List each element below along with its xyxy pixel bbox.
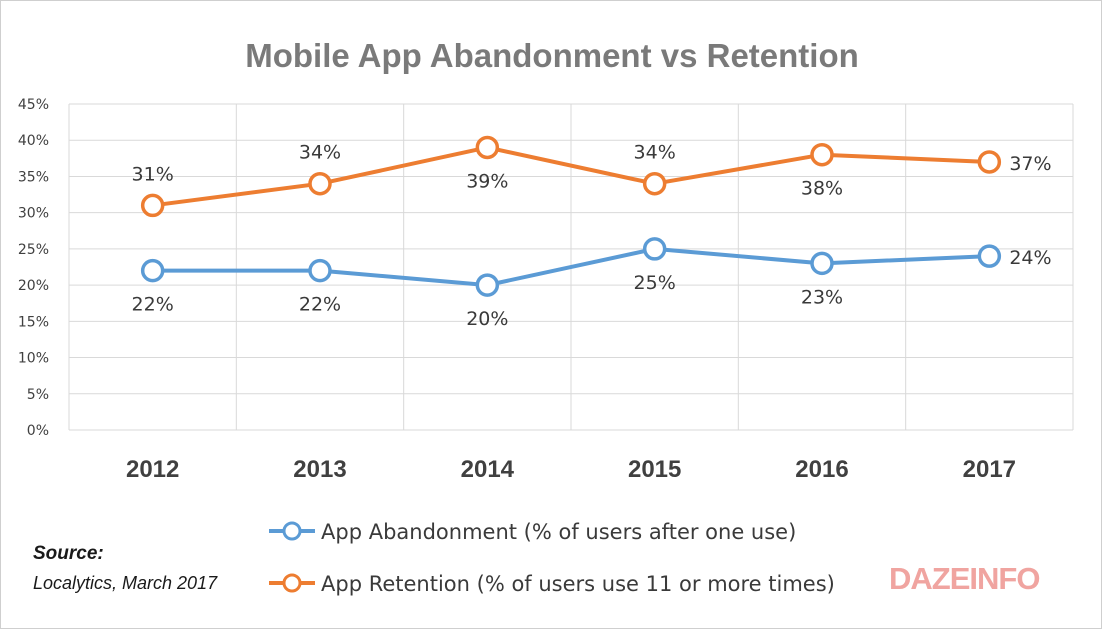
legend-item-abandonment: App Abandonment (% of users after one us… [269, 520, 796, 544]
data-label: 23% [801, 286, 843, 308]
legend-label: App Abandonment (% of users after one us… [321, 520, 796, 544]
legend-item-retention: App Retention (% of users use 11 or more… [269, 572, 835, 596]
x-axis-ticks: 2012 2013 2014 2015 2016 2017 [126, 456, 1016, 483]
dazeinfo-logo: DAZEINFO [889, 561, 1040, 596]
data-label: 22% [299, 294, 341, 316]
source-text: Localytics, March 2017 [33, 573, 218, 593]
legend-marker [282, 521, 302, 541]
data-point [642, 171, 667, 196]
x-tick-label: 2012 [126, 456, 179, 483]
x-tick-label: 2017 [963, 456, 1016, 483]
y-tick-label: 15% [18, 314, 49, 330]
series-abandonment: 22% 22% 20% 25% 23% 24% [132, 237, 1052, 330]
data-point [642, 237, 667, 261]
data-point [308, 171, 332, 196]
y-tick-label: 40% [18, 133, 49, 149]
data-point [140, 193, 165, 218]
data-label: 24% [1009, 247, 1051, 269]
data-label: 20% [466, 308, 508, 330]
y-tick-label: 5% [27, 387, 49, 403]
series-retention: 31% 34% 39% 34% 38% 37% [132, 135, 1052, 218]
data-point [810, 142, 834, 167]
x-tick-label: 2016 [795, 456, 848, 483]
series-line [152, 246, 990, 288]
data-point [810, 251, 834, 276]
y-tick-label: 20% [18, 278, 49, 294]
y-tick-label: 35% [18, 169, 49, 185]
data-point [977, 244, 1002, 268]
y-tick-label: 30% [18, 206, 49, 222]
x-tick-label: 2014 [461, 456, 515, 483]
source-note: Source: Localytics, March 2017 [33, 543, 217, 594]
chart-title: Mobile App Abandonment vs Retention [245, 37, 859, 74]
legend-marker [282, 573, 302, 593]
y-tick-label: 25% [18, 242, 49, 258]
x-tick-label: 2015 [628, 456, 681, 483]
data-label: 25% [634, 272, 676, 294]
source-label: Source: [33, 543, 104, 564]
data-point [308, 258, 332, 283]
data-label: 38% [801, 178, 843, 200]
data-label: 34% [299, 142, 341, 164]
y-axis-ticks: 0% 5% 10% 15% 20% 25% 30% 35% 40% 45% [18, 97, 49, 439]
x-tick-label: 2013 [293, 456, 346, 483]
data-point [977, 150, 1002, 174]
data-label: 31% [132, 163, 174, 185]
data-point [140, 258, 165, 283]
data-label: 37% [1009, 153, 1051, 175]
y-tick-label: 10% [18, 351, 49, 367]
data-point [475, 273, 500, 297]
data-point [475, 135, 500, 160]
data-label: 34% [634, 142, 676, 164]
series-line [152, 145, 990, 208]
data-label: 22% [132, 294, 174, 316]
y-tick-label: 45% [18, 97, 49, 113]
legend: App Abandonment (% of users after one us… [269, 520, 835, 596]
data-label: 39% [466, 170, 508, 192]
series: 22% 22% 20% 25% 23% 24% 31% 34% 39% 34% 38% 37% [132, 135, 1052, 330]
y-tick-label: 0% [27, 423, 49, 439]
legend-label: App Retention (% of users use 11 or more… [321, 572, 835, 596]
